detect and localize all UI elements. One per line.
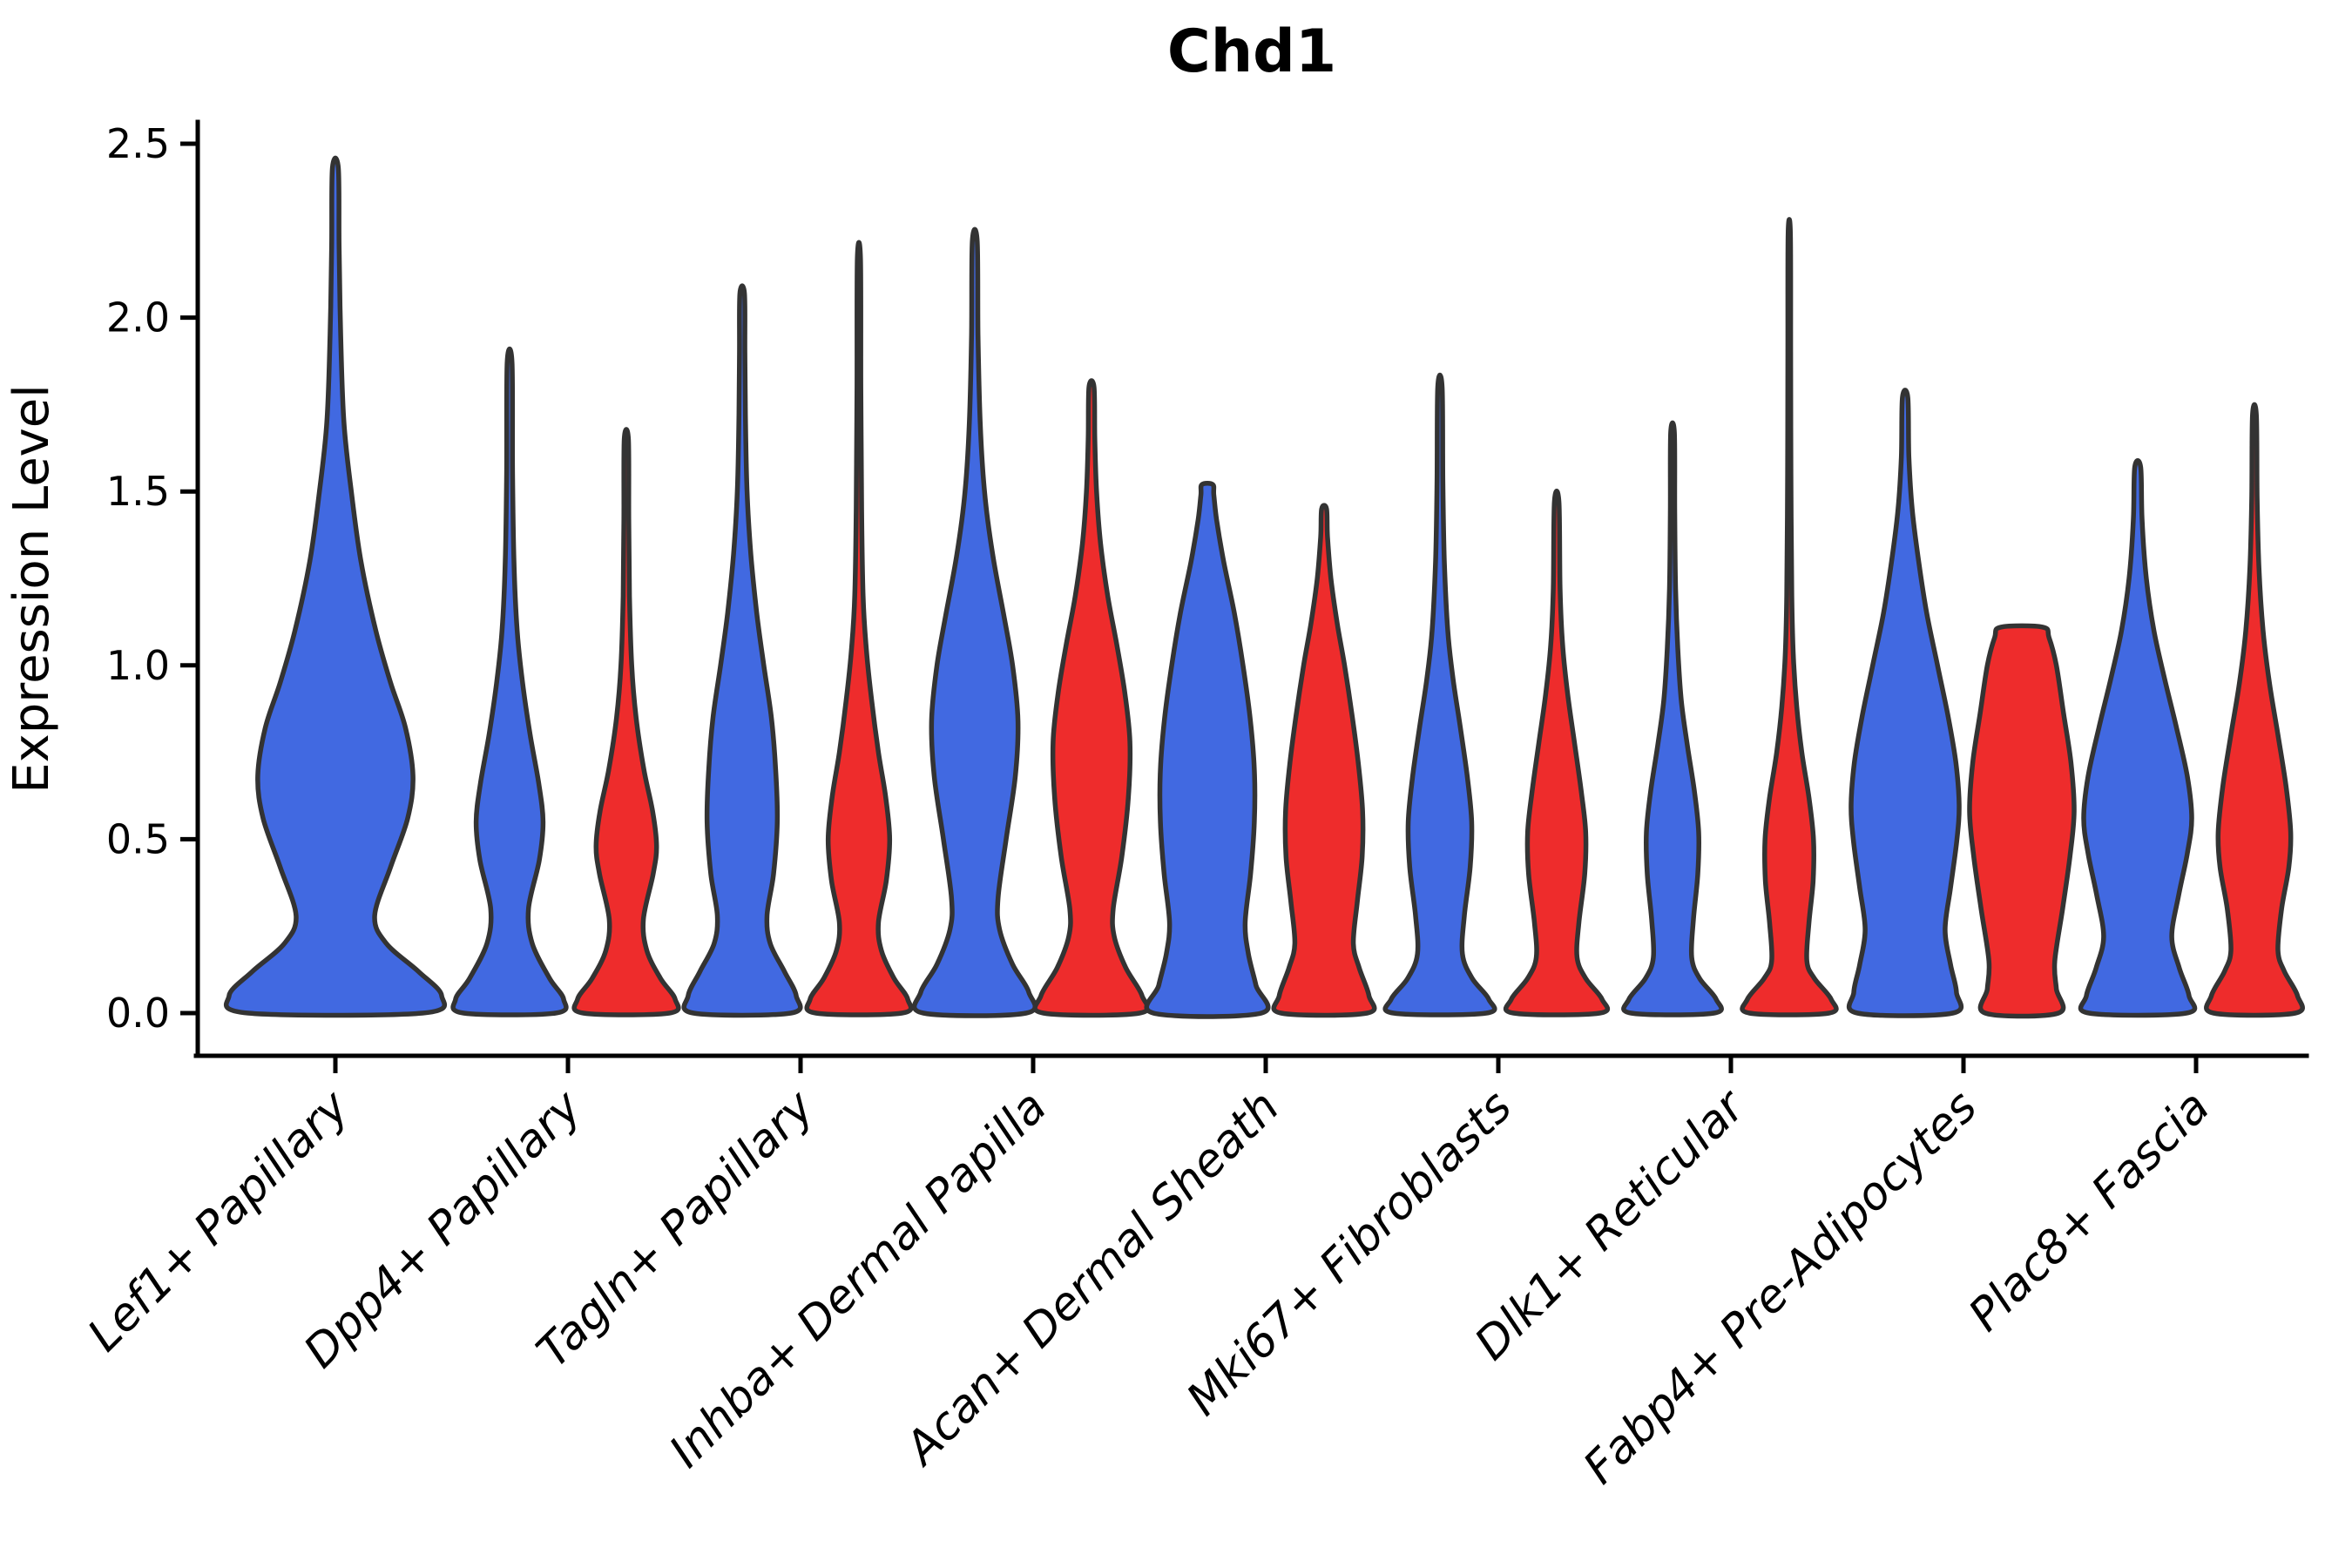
violin-inhba-dermal-papilla-blue [911,226,1038,1018]
violin-fabp4-pre-adipocytes-blue [1846,388,1964,1018]
chart-title: Chd1 [1167,17,1336,86]
y-tick-label: 1.5 [106,468,170,515]
y-tick-label: 1.0 [106,642,170,689]
y-axis-label: Expression Level [3,384,60,794]
x-tick-label-acan-dermal-sheath: Acan+ Dermal Sheath [894,1081,1289,1477]
y-tick-label: 2.0 [106,294,170,341]
violin-dpp4-papillary-red [571,427,681,1017]
violins-layer [224,155,2305,1019]
violin-dlk1-reticular-red [1740,217,1839,1017]
y-tick-label: 0.5 [106,815,170,862]
violin-plac8-fascia-red [2204,402,2305,1018]
x-tick-label-plac8-fascia: Plac8+ Fascia [1959,1081,2220,1342]
violin-acan-dermal-sheath-red [1271,503,1377,1018]
violin-tagln-papillary-red [804,240,914,1017]
violin-inhba-dermal-papilla-red [1032,378,1151,1018]
violin-dpp4-papillary-blue [450,346,569,1017]
violin-mki67-fibroblasts-blue [1382,372,1497,1017]
violin-lef1-papillary-blue [224,155,447,1018]
y-tick-label: 2.5 [106,120,170,167]
violin-tagln-papillary-blue [681,283,803,1018]
violin-plac8-fascia-blue [2078,458,2198,1018]
violin-mki67-fibroblasts-red [1503,488,1611,1017]
violin-dlk1-reticular-blue [1621,420,1724,1017]
x-tick-label-fabp4-pre-adipocytes: Fabp4+ Pre-Adipocytes [1574,1081,1988,1495]
violin-acan-dermal-sheath-blue [1144,480,1271,1019]
y-tick-label: 0.0 [106,990,170,1037]
x-tick-label-inhba-dermal-papilla: Inhba+ Dermal Papilla [659,1081,1057,1478]
violin-fabp4-pre-adipocytes-red [1967,623,2077,1019]
